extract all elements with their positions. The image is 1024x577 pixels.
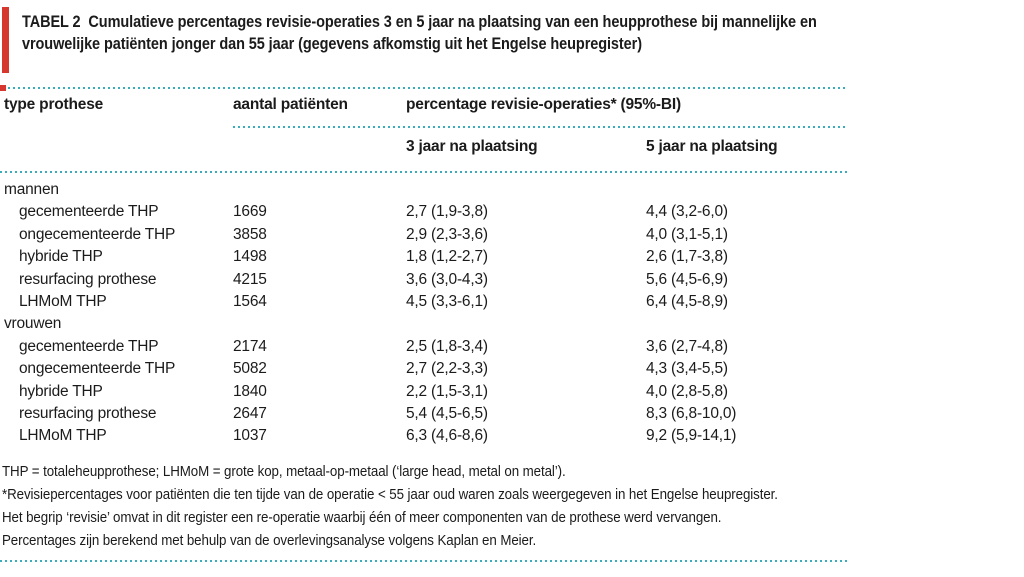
table-caption: Cumulatieve percentages revisie-operatie… xyxy=(22,13,817,53)
subheader-5-jaar: 5 jaar na plaatsing xyxy=(646,138,778,155)
column-header-aantal-patienten: aantal patiënten xyxy=(233,96,348,113)
dotted-rule-top xyxy=(8,87,848,89)
row-patients: 1669 xyxy=(233,203,267,221)
footnote-revisie-definition: Het begrip ‘revisie’ omvat in dit regist… xyxy=(2,510,722,526)
table-row: LHMoM THP 1564 4,5 (3,3-6,1) 6,4 (4,5-8,… xyxy=(0,291,848,313)
row-3yr-value: 2,5 (1,8-3,4) xyxy=(406,337,488,355)
row-patients: 5082 xyxy=(233,360,267,378)
row-5yr-value: 8,3 (6,8-10,0) xyxy=(646,404,737,422)
column-header-type-prothese: type prothese xyxy=(4,96,104,113)
column-header-percentage-revisie: percentage revisie-operaties* (95%-BI) xyxy=(406,96,681,113)
table-row: hybride THP 1498 1,8 (1,2-2,7) 2,6 (1,7-… xyxy=(0,246,848,268)
footnote-abbreviations: THP = totaleheupprothese; LHMoM = grote … xyxy=(2,464,566,480)
row-3yr-value: 3,6 (3,0-4,3) xyxy=(406,270,488,288)
dotted-rule-subheader xyxy=(233,126,848,128)
rule-red-cap xyxy=(0,85,6,91)
table-row: gecementeerde THP 2174 2,5 (1,8-3,4) 3,6… xyxy=(0,336,848,358)
table-section-row-mannen: mannen xyxy=(0,179,848,201)
row-patients: 1498 xyxy=(233,248,267,266)
row-3yr-value: 4,5 (3,3-6,1) xyxy=(406,292,488,310)
row-label: LHMoM THP xyxy=(19,427,107,445)
row-5yr-value: 3,6 (2,7-4,8) xyxy=(646,337,728,355)
row-5yr-value: 5,6 (4,5-6,9) xyxy=(646,270,728,288)
section-label: mannen xyxy=(4,181,59,198)
row-label: gecementeerde THP xyxy=(19,203,159,221)
table-row: resurfacing prothese 2647 5,4 (4,5-6,5) … xyxy=(0,403,848,425)
row-3yr-value: 2,7 (1,9-3,8) xyxy=(406,203,488,221)
row-3yr-value: 2,9 (2,3-3,6) xyxy=(406,225,488,243)
row-label: hybride THP xyxy=(19,382,103,400)
row-3yr-value: 1,8 (1,2-2,7) xyxy=(406,248,488,266)
row-label: ongecementeerde THP xyxy=(19,225,176,243)
row-label: resurfacing prothese xyxy=(19,270,157,288)
row-patients: 3858 xyxy=(233,225,267,243)
table-row: resurfacing prothese 4215 3,6 (3,0-4,3) … xyxy=(0,269,848,291)
table-row: gecementeerde THP 1669 2,7 (1,9-3,8) 4,4… xyxy=(0,201,848,223)
table-row: ongecementeerde THP 3858 2,9 (2,3-3,6) 4… xyxy=(0,224,848,246)
row-patients: 2174 xyxy=(233,337,267,355)
row-patients: 1840 xyxy=(233,382,267,400)
row-label: hybride THP xyxy=(19,248,103,266)
footnote-asterisk: *Revisiepercentages voor patiënten die t… xyxy=(2,487,778,503)
title-accent-bar xyxy=(2,7,9,73)
row-patients: 4215 xyxy=(233,270,267,288)
table-number: TABEL 2 xyxy=(22,13,81,31)
row-3yr-value: 2,2 (1,5-3,1) xyxy=(406,382,488,400)
row-5yr-value: 6,4 (4,5-8,9) xyxy=(646,292,728,310)
row-patients: 1037 xyxy=(233,427,267,445)
dotted-rule-bottom xyxy=(0,560,848,562)
footnotes: THP = totaleheupprothese; LHMoM = grote … xyxy=(2,461,778,553)
row-5yr-value: 4,3 (3,4-5,5) xyxy=(646,360,728,378)
row-3yr-value: 5,4 (4,5-6,5) xyxy=(406,404,488,422)
table-title: TABEL 2 Cumulatieve percentages revisie-o… xyxy=(22,11,848,55)
table-row: ongecementeerde THP 5082 2,7 (2,2-3,3) 4… xyxy=(0,358,848,380)
row-5yr-value: 4,4 (3,2-6,0) xyxy=(646,203,728,221)
row-label: resurfacing prothese xyxy=(19,404,157,422)
row-patients: 2647 xyxy=(233,404,267,422)
row-label: ongecementeerde THP xyxy=(19,360,176,378)
row-5yr-value: 9,2 (5,9-14,1) xyxy=(646,427,737,445)
row-5yr-value: 2,6 (1,7-3,8) xyxy=(646,248,728,266)
row-label: LHMoM THP xyxy=(19,292,107,310)
row-5yr-value: 4,0 (3,1-5,1) xyxy=(646,225,728,243)
row-5yr-value: 4,0 (2,8-5,8) xyxy=(646,382,728,400)
subheader-3-jaar: 3 jaar na plaatsing xyxy=(406,138,538,155)
row-3yr-value: 2,7 (2,2-3,3) xyxy=(406,360,488,378)
table-body: mannen gecementeerde THP 1669 2,7 (1,9-3… xyxy=(0,179,848,448)
row-label: gecementeerde THP xyxy=(19,337,159,355)
footnote-kaplan-meier: Percentages zijn berekend met behulp van… xyxy=(2,533,537,549)
table-row: LHMoM THP 1037 6,3 (4,6-8,6) 9,2 (5,9-14… xyxy=(0,425,848,447)
row-3yr-value: 6,3 (4,6-8,6) xyxy=(406,427,488,445)
table-section-row-vrouwen: vrouwen xyxy=(0,313,848,335)
dotted-rule-header-bottom xyxy=(0,171,848,173)
row-patients: 1564 xyxy=(233,292,267,310)
table-row: hybride THP 1840 2,2 (1,5-3,1) 4,0 (2,8-… xyxy=(0,381,848,403)
section-label: vrouwen xyxy=(4,315,62,333)
